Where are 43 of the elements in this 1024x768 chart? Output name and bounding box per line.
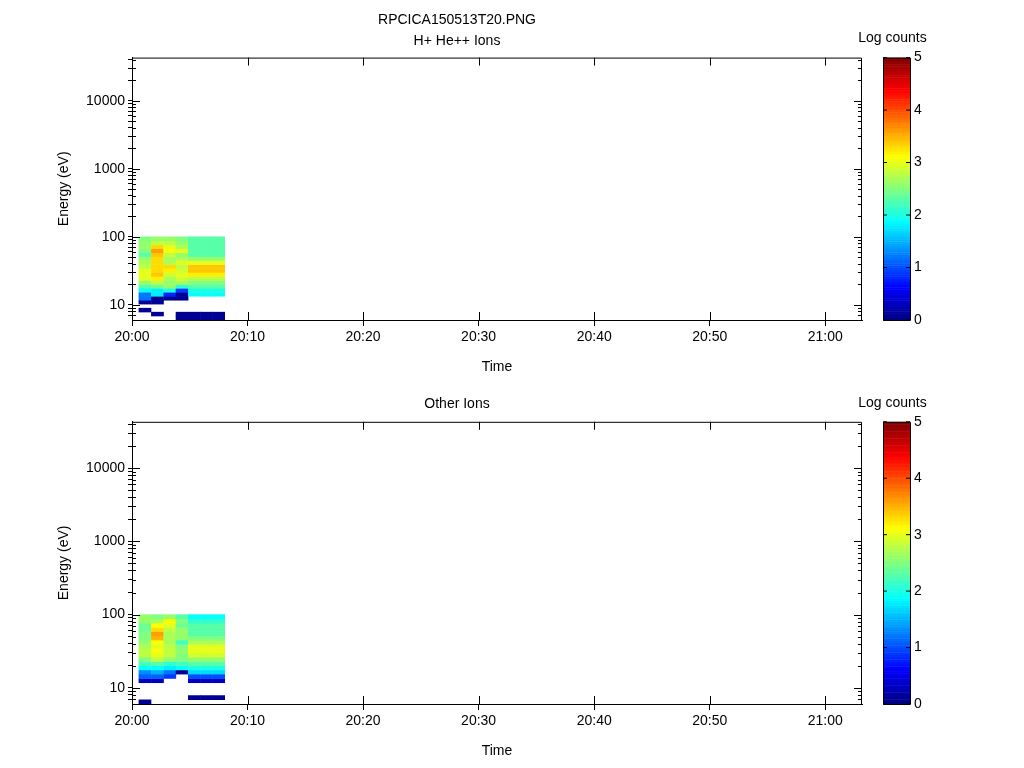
x-axis-title: Time [481, 742, 513, 759]
color-bar-title: Log counts [858, 393, 927, 410]
y-tick-label: 10000 [86, 91, 126, 108]
color-bar-label: 3 [914, 153, 922, 170]
color-bar-label: 2 [914, 581, 922, 598]
x-tick-label: 20:00 [114, 712, 150, 729]
color-bar-label: 4 [914, 100, 922, 117]
color-bar-label: 2 [914, 205, 922, 222]
y-tick-label: 100 [101, 605, 126, 622]
y-tick-label: 1000 [93, 532, 126, 549]
color-bar-label: 5 [914, 48, 922, 65]
x-tick-label: 20:30 [461, 712, 497, 729]
y-axis-title: Energy (eV) [55, 525, 72, 601]
x-tick-label: 20:00 [114, 328, 150, 345]
y-tick-label: 10 [109, 678, 126, 695]
color-bar-label: 0 [914, 310, 922, 327]
x-tick-label: 21:00 [807, 712, 843, 729]
x-tick-label: 20:20 [345, 712, 381, 729]
x-tick-label: 20:30 [461, 328, 497, 345]
x-tick-label: 20:10 [230, 328, 266, 345]
color-bar-title: Log counts [858, 29, 927, 46]
y-axis-title: Energy (eV) [55, 151, 72, 227]
color-bar-label: 5 [914, 412, 922, 429]
x-axis-title: Time [481, 358, 513, 375]
chart-title: RPCICA150513T20.PNG [378, 11, 536, 28]
y-tick-label: 100 [101, 227, 126, 244]
y-tick-label: 1000 [93, 159, 126, 176]
x-tick-label: 21:00 [807, 328, 843, 345]
x-tick-label: 20:10 [230, 712, 266, 729]
color-bar-label: 0 [914, 694, 922, 711]
x-tick-label: 20:20 [345, 328, 381, 345]
y-tick-label: 10 [109, 295, 126, 312]
x-tick-label: 20:40 [576, 328, 612, 345]
chart-title: Other Ions [424, 395, 490, 412]
color-bar-label: 4 [914, 469, 922, 486]
x-tick-label: 20:50 [692, 328, 728, 345]
y-tick-label: 10000 [86, 459, 126, 476]
x-tick-label: 20:50 [692, 712, 728, 729]
color-bar-label: 3 [914, 525, 922, 542]
color-bar-label: 1 [914, 638, 922, 655]
color-bar-label: 1 [914, 258, 922, 275]
x-tick-label: 20:40 [576, 712, 612, 729]
chart-subtitle: H+ He++ Ions [413, 32, 501, 49]
